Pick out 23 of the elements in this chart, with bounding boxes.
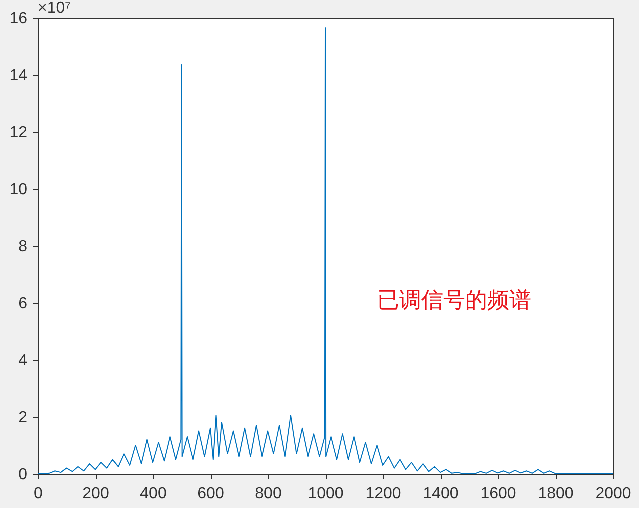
x-tick-label: 2000 [596, 486, 632, 502]
line-series [38, 27, 613, 474]
x-tick-label: 1200 [366, 486, 402, 502]
x-tick-label: 800 [255, 486, 282, 502]
y-tick-label: 0 [18, 466, 28, 484]
x-tick-label: 400 [140, 486, 167, 502]
annotation: 已调信号的频谱 [377, 288, 532, 313]
y-tick-label: 12 [10, 124, 28, 142]
y-tick-label: 6 [18, 296, 28, 312]
y-tick-label: 2 [18, 410, 28, 426]
x-tick-label: 1000 [308, 486, 344, 502]
y-tick-label: 14 [10, 68, 28, 84]
x-tick-label: 1600 [480, 486, 516, 502]
x-tick-label: 1400 [423, 486, 459, 502]
y-tick-label: 16 [10, 10, 28, 28]
x-tick-label: 0 [34, 486, 44, 502]
text: ×10⁷ [38, 0, 72, 17]
x-tick-label: 600 [198, 486, 224, 502]
x-tick-label: 200 [82, 486, 110, 502]
y-tick-label: 4 [18, 352, 28, 370]
y-tick-label: 10 [10, 182, 28, 198]
x-tick-label: 1800 [538, 486, 574, 502]
y-tick-label: 8 [18, 238, 28, 256]
